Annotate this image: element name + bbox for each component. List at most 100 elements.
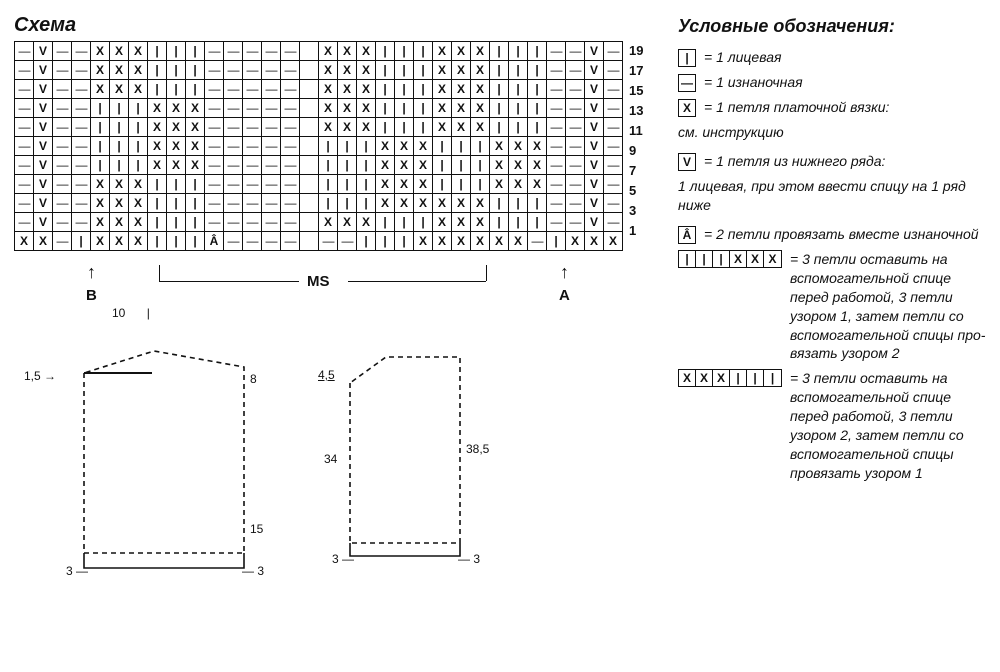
chart-cell: — [205,194,224,213]
chart-cell: | [509,118,528,137]
legend-text: = 3 петли оставить на вспомогательной сп… [790,250,986,363]
chart-cell: | [414,118,433,137]
chart-cell: — [205,175,224,194]
legend: Условные обозначения: | = 1 лицевая— = 1… [678,14,986,489]
chart-cell: — [15,118,34,137]
chart-cell: X [433,118,452,137]
chart-cell: — [205,156,224,175]
chart-cell: | [148,175,167,194]
chart-cell: — [547,118,566,137]
chart-cell: — [604,194,623,213]
chart-cell: — [205,42,224,61]
chart-cell: X [452,61,471,80]
chart-cell: — [53,80,72,99]
chart-cell: X [395,194,414,213]
chart-cell: X [110,175,129,194]
chart-cell: X [319,80,338,99]
chart-cell: | [129,118,148,137]
chart-cell: X [471,194,490,213]
chart-cell: — [566,175,585,194]
chart-cell [300,80,319,99]
chart-cell: | [376,118,395,137]
chart-cell: — [224,137,243,156]
chart-cell: X [129,213,148,232]
chart-cell: X [338,99,357,118]
chart-cell: X [357,118,376,137]
chart-cell: X [186,118,205,137]
chart-cell: X [338,213,357,232]
chart-cell: — [281,213,300,232]
chart-cell: | [186,42,205,61]
chart-cell: X [357,61,376,80]
chart-cell: X [414,175,433,194]
chart-cell: — [243,61,262,80]
chart-cell: | [319,194,338,213]
chart-cell: X [167,118,186,137]
chart-cell: | [167,80,186,99]
stitch-chart: —V——XXX|||—————XXX|||XXX|||——V——V——XXX||… [14,41,623,251]
chart-cell: X [34,232,53,251]
legend-symbol: X [678,99,696,117]
chart-cell: — [281,156,300,175]
dim: 3 — [66,565,88,579]
chart-cell: — [566,80,585,99]
chart-cell: — [262,194,281,213]
chart-cell: X [148,118,167,137]
chart-cell: — [243,118,262,137]
chart-cell: V [34,42,53,61]
chart-cell: V [34,194,53,213]
chart-cell: X [357,80,376,99]
chart-cell: | [148,80,167,99]
chart-cell: — [243,213,262,232]
dim: 15 [250,523,263,537]
chart-cell: V [585,80,604,99]
chart-cell: — [604,156,623,175]
chart-cell: X [414,137,433,156]
chart-cell: | [91,118,110,137]
chart-cell: X [433,194,452,213]
chart-cell: | [490,99,509,118]
chart-cell: — [262,118,281,137]
chart-cell: | [319,175,338,194]
chart-cell: X [110,42,129,61]
chart-cell: X [509,137,528,156]
chart-cell: — [547,80,566,99]
dim: — 3 [242,565,264,579]
chart-cell: X [148,99,167,118]
chart-cell: X [471,80,490,99]
chart-cell: X [490,175,509,194]
chart-cell: V [34,80,53,99]
chart-cell: X [395,137,414,156]
chart-cell: X [414,194,433,213]
chart-cell: V [585,213,604,232]
chart-cell: | [148,232,167,251]
chart-cell: — [243,194,262,213]
chart-cell: | [395,99,414,118]
chart-cell: | [509,42,528,61]
chart-cell: X [490,156,509,175]
chart-cell: X [452,42,471,61]
chart-cell: — [528,232,547,251]
chart-cell: | [72,232,91,251]
chart-cell: — [53,156,72,175]
chart-cell: | [338,175,357,194]
chart-cell: | [357,137,376,156]
chart-cell: — [72,42,91,61]
chart-cell: | [186,232,205,251]
chart-cell: X [15,232,34,251]
chart-cell: — [53,42,72,61]
chart-cell: V [585,99,604,118]
dim: 3 — [332,553,354,567]
chart-cell: — [72,118,91,137]
chart-cell: — [205,213,224,232]
chart-cell: | [319,137,338,156]
chart-cell: | [110,137,129,156]
chart-cell: X [319,99,338,118]
chart-cell: | [490,42,509,61]
dim: 38,5 [466,443,489,457]
chart-cell [300,213,319,232]
chart-cell: | [357,232,376,251]
chart-cell [300,61,319,80]
chart-cell: — [262,156,281,175]
chart-cell: | [110,99,129,118]
